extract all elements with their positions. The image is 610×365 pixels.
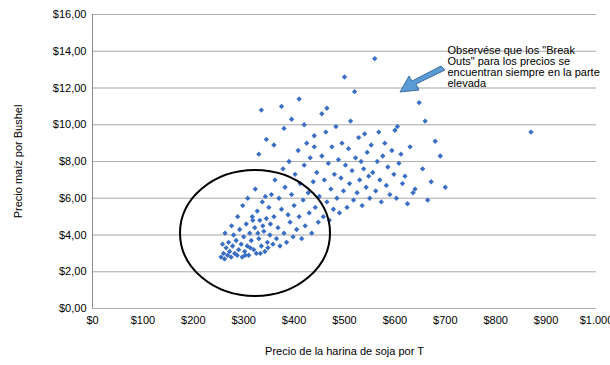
svg-text:$100: $100 [131,314,155,326]
svg-text:$900: $900 [534,314,558,326]
svg-text:$700: $700 [433,314,457,326]
svg-text:Precio de la harina de soja po: Precio de la harina de soja por T [265,345,424,357]
svg-text:$14,00: $14,00 [53,45,87,57]
svg-text:$0,00: $0,00 [59,302,87,314]
svg-text:$800: $800 [483,314,507,326]
svg-text:$1.000: $1.000 [580,314,610,326]
svg-text:$400: $400 [282,314,306,326]
svg-text:$16,00: $16,00 [53,8,87,20]
svg-text:$2,00: $2,00 [59,265,87,277]
svg-text:$0: $0 [86,314,98,326]
svg-text:$10,00: $10,00 [53,118,87,130]
svg-text:$200: $200 [181,314,205,326]
svg-text:$600: $600 [383,314,407,326]
svg-text:$4,00: $4,00 [59,229,87,241]
svg-text:$6,00: $6,00 [59,192,87,204]
svg-text:$8,00: $8,00 [59,155,87,167]
svg-text:Observése que los "BreakOuts": Observése que los "BreakOuts" para los p… [448,44,600,89]
svg-text:Precio maíz por Bushel: Precio maíz por Bushel [12,105,24,219]
svg-text:$12,00: $12,00 [53,82,87,94]
svg-text:$300: $300 [231,314,255,326]
svg-text:$500: $500 [332,314,356,326]
